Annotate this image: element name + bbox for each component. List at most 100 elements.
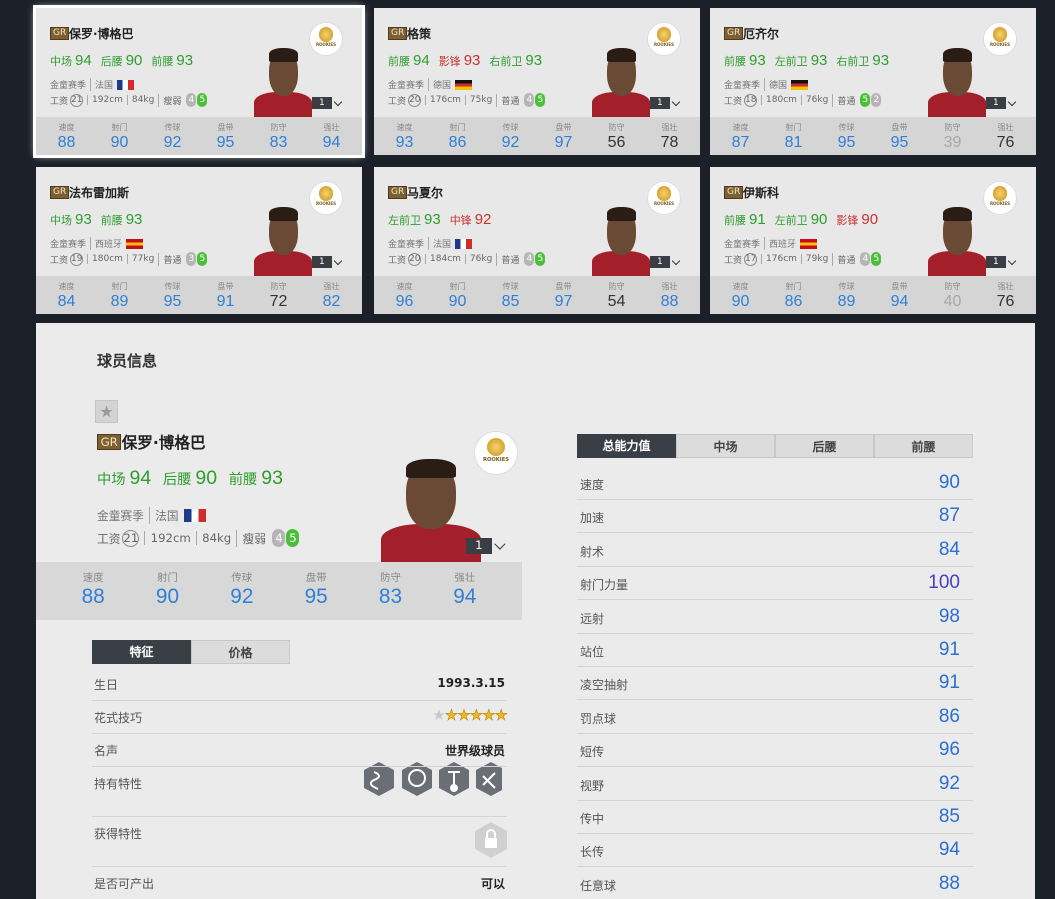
rookies-badge: ROOKIES bbox=[474, 431, 518, 475]
player-photo bbox=[592, 203, 650, 277]
season-row: 金童赛季 德国 bbox=[724, 78, 809, 91]
level-select[interactable]: 1 bbox=[466, 538, 505, 554]
position-name: 前腰 bbox=[100, 214, 123, 227]
photo-hair bbox=[606, 207, 636, 221]
stat-label: 速度 bbox=[58, 123, 75, 132]
tab[interactable]: 总能力值 bbox=[577, 434, 676, 458]
stat: 防守 39 bbox=[926, 117, 979, 155]
stat-label: 速度 bbox=[396, 282, 413, 291]
player-card[interactable]: GR 法布雷加斯 中场 93 前腰 93 金童赛季 西班牙 工资 19 180cm 77kg 普通 3 5 R… bbox=[36, 167, 362, 314]
stat-value: 76 bbox=[996, 134, 1015, 151]
level-select[interactable]: 1 bbox=[312, 97, 342, 109]
stat-value: 92 bbox=[501, 134, 520, 151]
body: 普通 bbox=[496, 252, 519, 266]
skill-moves: 5 bbox=[286, 529, 300, 548]
stats-strip: 速度 84 射门 89 传球 95 盘带 91 防守 72 强壮 82 bbox=[36, 276, 362, 314]
rookies-ball bbox=[486, 437, 506, 457]
tab[interactable]: 后腰 bbox=[775, 434, 874, 458]
positions: 中场 93 前腰 93 bbox=[50, 209, 142, 228]
stat: 速度 93 bbox=[378, 117, 431, 155]
stat-label: 防守 bbox=[944, 123, 961, 132]
stats-strip: 速度 88 射门 90 传球 92 盘带 95 防守 83 强壮 94 bbox=[36, 117, 362, 155]
position-name: 后腰 bbox=[100, 55, 123, 68]
attribute-value: 84 bbox=[938, 538, 960, 560]
stat: 防守 54 bbox=[590, 276, 643, 314]
attribute-name: 罚点球 bbox=[580, 711, 617, 726]
wage-row: 工资 19 180cm 77kg 普通 3 5 bbox=[50, 252, 208, 266]
player-card[interactable]: GR 伊斯科 前腰 91 左前卫 90 影锋 90 金童赛季 西班牙 工资 17 176cm 79kg 普通… bbox=[710, 167, 1036, 314]
stat-value: 82 bbox=[322, 293, 341, 310]
attribute-row: 凌空抽射 91 bbox=[577, 667, 973, 701]
stat-value: 83 bbox=[378, 584, 403, 608]
photo-body bbox=[592, 92, 650, 118]
rookies-text: ROOKIES bbox=[653, 42, 675, 48]
stat: 射门 86 bbox=[431, 117, 484, 155]
flag bbox=[183, 509, 206, 522]
level-select[interactable]: 1 bbox=[986, 97, 1016, 109]
skill-moves: 5 bbox=[871, 252, 882, 266]
wage-row: 工资 21 192cm 84kg 瘦弱 4 5 bbox=[97, 529, 300, 548]
player-card[interactable]: GR 格策 前腰 94 影锋 93 右前卫 93 金童赛季 德国 工资 20 176cm 75kg 普通 4 5… bbox=[374, 8, 700, 155]
position: 影锋 90 bbox=[836, 209, 878, 228]
attribute-name: 凌空抽射 bbox=[580, 678, 629, 693]
flag bbox=[117, 79, 135, 90]
tab[interactable]: 中场 bbox=[676, 434, 775, 458]
position-name: 左前卫 bbox=[388, 214, 421, 227]
position-name: 后腰 bbox=[162, 472, 192, 488]
photo-hair bbox=[406, 458, 456, 479]
stat-value: 93 bbox=[395, 134, 414, 151]
stat-label: 盘带 bbox=[555, 282, 572, 291]
position: 前腰 93 bbox=[151, 50, 193, 69]
tab[interactable]: 特征 bbox=[92, 640, 191, 664]
season: 金童赛季 bbox=[388, 81, 425, 91]
position: 后腰 90 bbox=[101, 50, 143, 69]
position-rating: 94 bbox=[413, 52, 430, 69]
rookies-ball bbox=[656, 27, 672, 42]
position: 左前卫 93 bbox=[775, 50, 828, 69]
weak-foot: 4 bbox=[272, 529, 286, 548]
player-card[interactable]: GR 马夏尔 左前卫 93 中锋 92 金童赛季 法国 工资 20 184cm 76kg 普通 4 5 ROO… bbox=[374, 167, 700, 314]
chevron bbox=[671, 256, 680, 265]
stats-strip: 速度 88 射门 90 传球 92 盘带 95 防守 83 强壮 94 bbox=[36, 562, 522, 620]
tab[interactable]: 前腰 bbox=[874, 434, 973, 458]
stat-label: 盘带 bbox=[891, 123, 908, 132]
season-row: 金童赛季 法国 bbox=[50, 78, 135, 91]
stat-value: 94 bbox=[453, 584, 477, 608]
position-rating: 91 bbox=[749, 211, 766, 228]
position-rating: 93 bbox=[463, 52, 481, 69]
attribute-row: 短传 96 bbox=[577, 734, 973, 768]
tab[interactable]: 价格 bbox=[191, 640, 290, 664]
player-card[interactable]: GR 保罗·博格巴 中场 94 后腰 90 前腰 93 金童赛季 法国 工资 21 192cm 84kg 瘦… bbox=[33, 5, 365, 158]
level-select[interactable]: 1 bbox=[986, 256, 1016, 268]
attribute-value: 85 bbox=[938, 806, 960, 827]
favorite-star[interactable]: ★ bbox=[95, 400, 118, 423]
photo-body bbox=[592, 251, 650, 277]
stat-value: 78 bbox=[660, 134, 679, 151]
level-select[interactable]: 1 bbox=[650, 97, 680, 109]
player-card[interactable]: GR 厄齐尔 前腰 93 左前卫 93 右前卫 93 金童赛季 德国 工资 18 180cm 76kg 普通… bbox=[710, 8, 1036, 155]
skill-moves: 5 bbox=[197, 252, 208, 266]
level-select[interactable]: 1 bbox=[312, 256, 342, 268]
skill-moves: 2 bbox=[871, 93, 882, 107]
positions: 前腰 93 左前卫 93 右前卫 93 bbox=[724, 50, 889, 69]
stat: 传球 95 bbox=[146, 276, 199, 314]
stat-value: 91 bbox=[216, 293, 235, 310]
position: 前腰 91 bbox=[724, 209, 766, 228]
stat-value: 94 bbox=[322, 134, 341, 151]
stat-label: 传球 bbox=[502, 282, 519, 291]
info-label: 名声 bbox=[94, 744, 119, 758]
gr-badge: GR bbox=[50, 186, 70, 199]
stat-value: 95 bbox=[216, 134, 235, 151]
position-rating: 92 bbox=[474, 211, 492, 228]
position: 左前卫 93 bbox=[388, 209, 441, 228]
stat-value: 90 bbox=[448, 293, 467, 310]
stat: 速度 88 bbox=[56, 562, 130, 620]
season-row: 金童赛季 德国 bbox=[388, 78, 473, 91]
position: 前腰 93 bbox=[229, 467, 283, 490]
weight: 84kg bbox=[126, 95, 154, 105]
stat: 盘带 91 bbox=[199, 276, 252, 314]
stat-label: 传球 bbox=[838, 123, 855, 132]
rookies-text: ROOKIES bbox=[315, 42, 337, 48]
stat-value: 90 bbox=[110, 134, 129, 151]
level-select[interactable]: 1 bbox=[650, 256, 680, 268]
